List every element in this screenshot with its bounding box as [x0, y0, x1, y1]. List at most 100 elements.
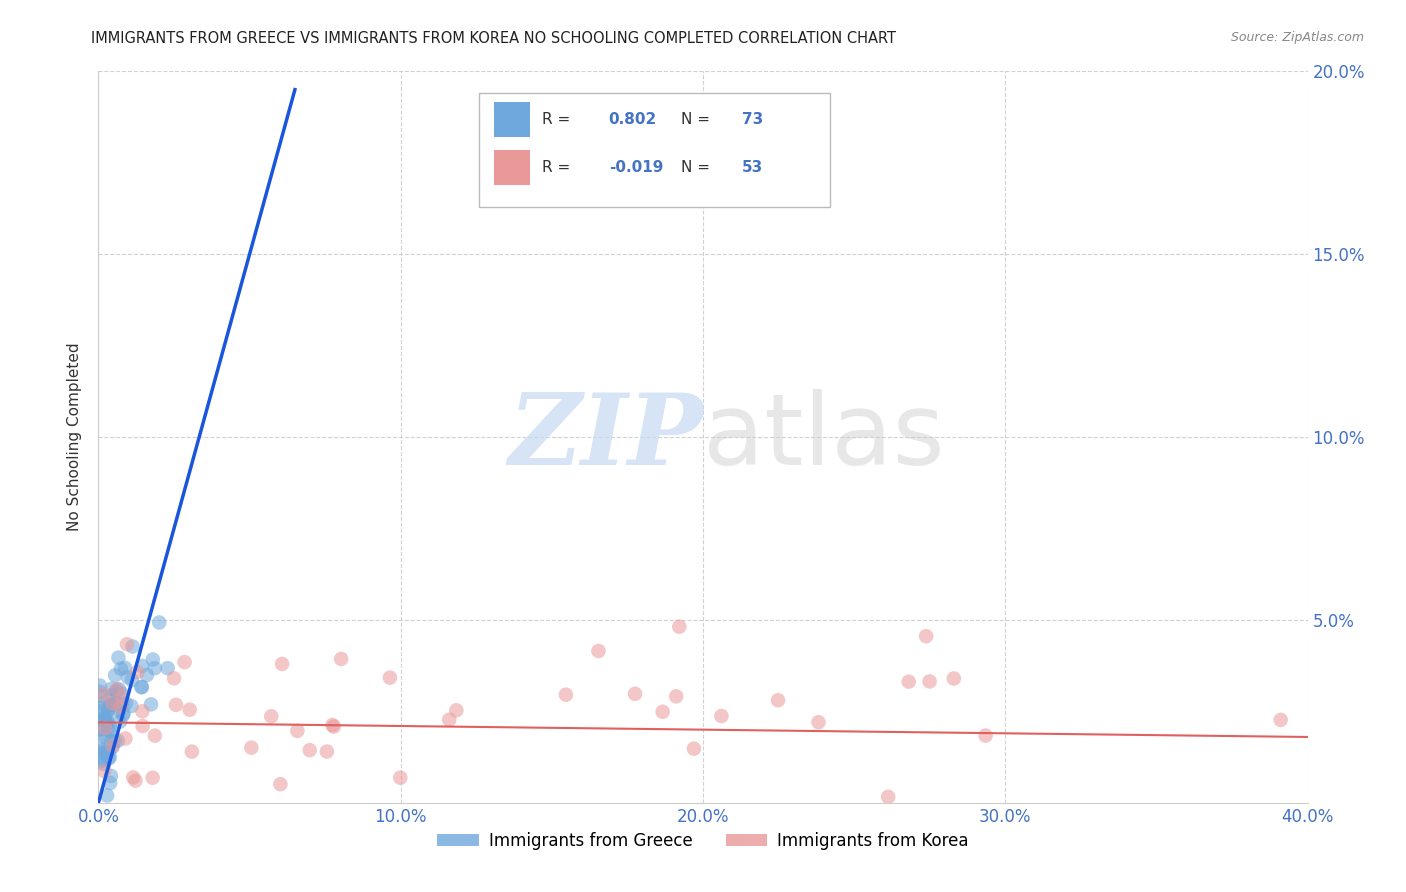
Point [117, 670, 139, 684]
Point [807, 715, 830, 730]
Text: 53: 53 [742, 160, 763, 175]
Point [93, 757, 115, 772]
Point [877, 789, 900, 804]
Point [121, 673, 143, 687]
Point [131, 680, 153, 694]
Point [287, 723, 309, 738]
Point [240, 740, 263, 755]
Point [315, 745, 337, 759]
FancyBboxPatch shape [479, 94, 830, 207]
Point [104, 668, 127, 682]
Point [94, 721, 117, 735]
Point [91, 687, 114, 701]
Text: 73: 73 [742, 112, 763, 128]
Point [142, 771, 165, 785]
Point [665, 690, 688, 704]
Point [101, 697, 124, 711]
FancyBboxPatch shape [494, 150, 530, 185]
Point [124, 773, 146, 788]
Point [710, 709, 733, 723]
Point [91, 746, 114, 760]
Point [96, 711, 118, 725]
Point [89, 712, 111, 726]
Text: ZIP: ZIP [508, 389, 703, 485]
Y-axis label: No Schooling Completed: No Schooling Completed [67, 343, 83, 532]
Point [156, 661, 179, 675]
Point [131, 680, 153, 694]
Point [131, 719, 153, 733]
Point [446, 703, 468, 717]
Point [91, 697, 114, 711]
Point [918, 674, 941, 689]
Point [89, 689, 111, 703]
Point [89, 685, 111, 699]
Point [97, 745, 120, 759]
Point [93, 712, 115, 726]
Point [974, 729, 997, 743]
Point [98, 776, 121, 790]
Point [91, 729, 114, 743]
Point [378, 671, 401, 685]
Point [115, 697, 138, 711]
Point [766, 693, 789, 707]
Point [121, 640, 143, 654]
Point [98, 723, 121, 738]
Text: Source: ZipAtlas.com: Source: ZipAtlas.com [1230, 31, 1364, 45]
Point [108, 705, 131, 719]
FancyBboxPatch shape [494, 102, 530, 137]
Point [90, 701, 112, 715]
Point [127, 665, 149, 679]
Point [330, 652, 353, 666]
Point [108, 714, 131, 729]
Point [93, 753, 115, 767]
Point [173, 655, 195, 669]
Point [554, 688, 576, 702]
Point [98, 750, 121, 764]
Point [110, 662, 132, 676]
Point [101, 681, 124, 696]
Point [260, 709, 283, 723]
Point [104, 734, 127, 748]
Point [120, 698, 142, 713]
Point [321, 718, 343, 732]
Point [94, 711, 117, 725]
Point [389, 771, 412, 785]
Point [111, 690, 134, 704]
Point [298, 743, 321, 757]
Point [624, 687, 647, 701]
Point [94, 714, 117, 729]
Point [683, 741, 706, 756]
Point [97, 704, 120, 718]
Point [110, 686, 132, 700]
Point [97, 751, 120, 765]
Point [122, 770, 145, 784]
Point [668, 620, 690, 634]
Point [269, 777, 291, 791]
Point [180, 745, 202, 759]
Point [90, 722, 112, 736]
Point [136, 668, 159, 682]
Point [588, 644, 610, 658]
Point [93, 764, 115, 778]
Point [651, 705, 673, 719]
Point [100, 698, 122, 712]
Point [91, 743, 114, 757]
Point [101, 698, 124, 713]
Point [98, 720, 121, 734]
Point [139, 698, 162, 712]
Point [437, 713, 460, 727]
Text: R =: R = [543, 112, 575, 128]
Point [89, 742, 111, 756]
Point [115, 637, 138, 651]
Text: -0.019: -0.019 [609, 160, 664, 175]
Point [131, 659, 153, 673]
Text: 0.802: 0.802 [609, 112, 657, 128]
Point [114, 731, 136, 746]
Point [142, 652, 165, 666]
Point [942, 672, 965, 686]
Point [98, 698, 121, 713]
Text: N =: N = [682, 160, 716, 175]
Legend: Immigrants from Greece, Immigrants from Korea: Immigrants from Greece, Immigrants from … [430, 825, 976, 856]
Point [91, 704, 114, 718]
Point [101, 698, 124, 712]
